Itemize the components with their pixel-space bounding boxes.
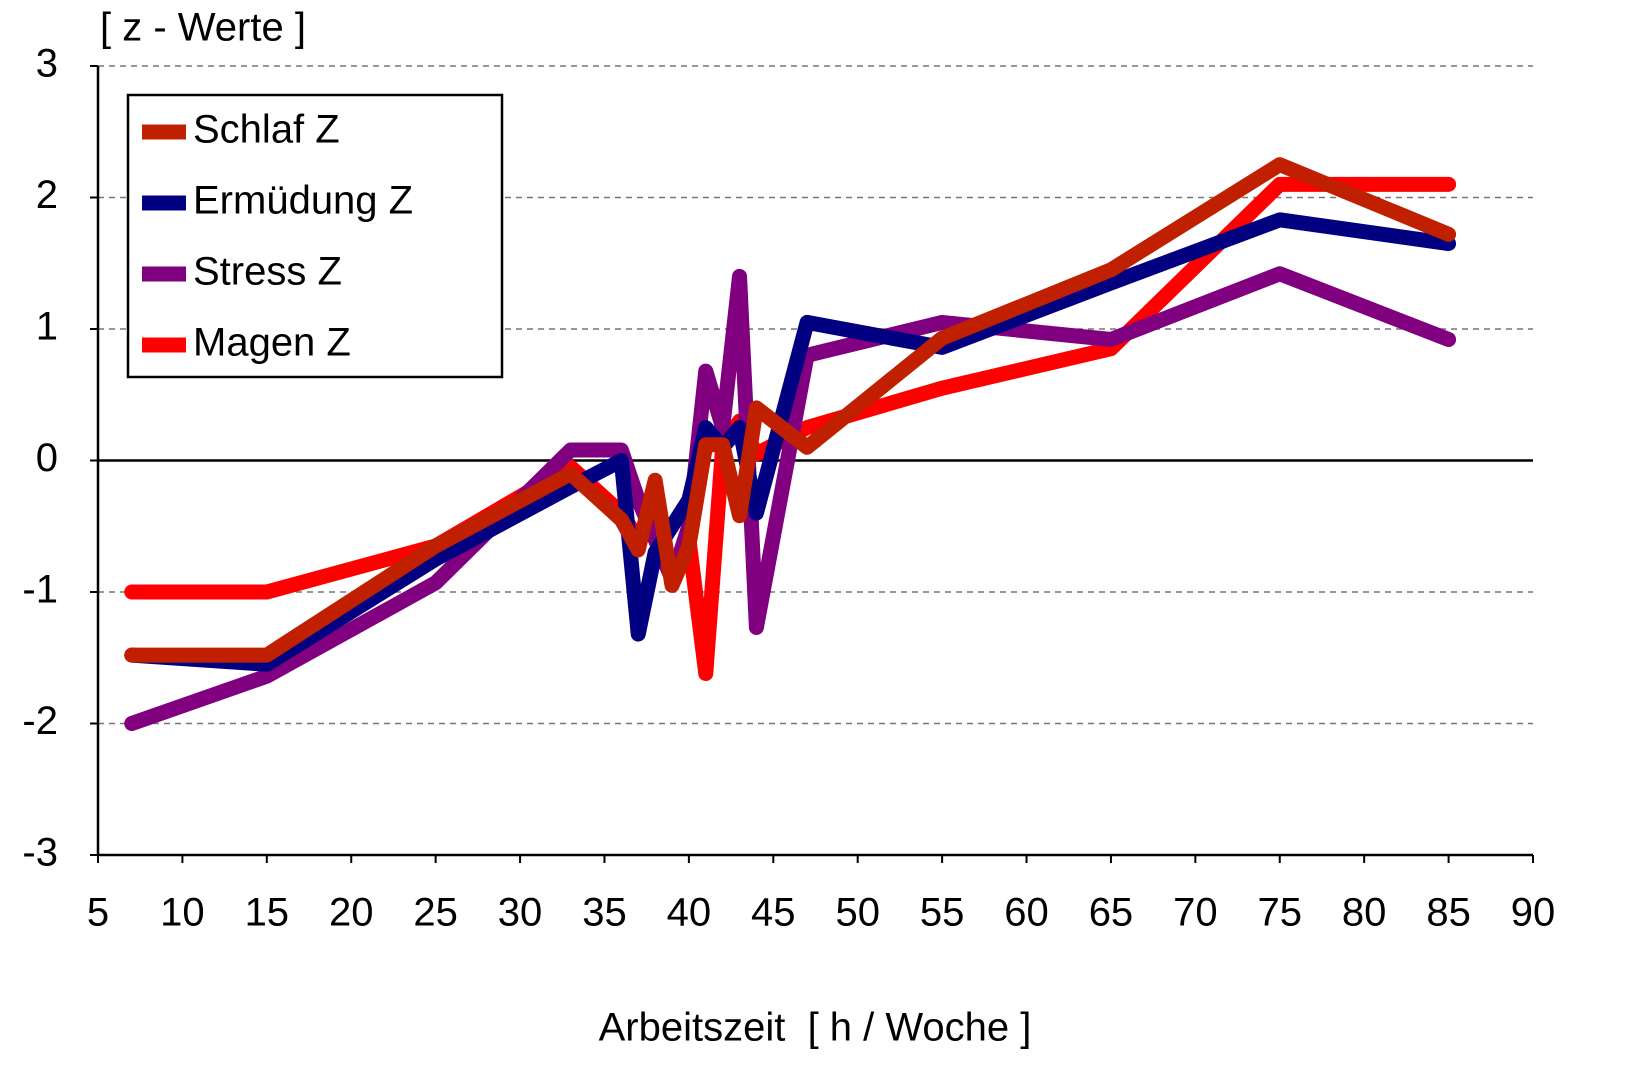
- x-tick-label: 25: [413, 891, 458, 935]
- legend-label: Ermüdung Z: [193, 179, 413, 223]
- x-tick-label: 50: [835, 891, 880, 935]
- x-tick-label: 15: [245, 891, 290, 935]
- x-tick-label: 80: [1342, 891, 1387, 935]
- x-tick-label: 75: [1258, 891, 1303, 935]
- legend-label: Magen Z: [193, 321, 351, 365]
- x-axis-label: Arbeitszeit [ h / Woche ]: [599, 1006, 1032, 1050]
- y-tick-label: -1: [22, 568, 58, 612]
- series-line: [124, 157, 1457, 663]
- x-tick-label: 65: [1089, 891, 1134, 935]
- x-tick-label: 40: [667, 891, 712, 935]
- x-tick-label: 55: [920, 891, 965, 935]
- x-tick-label: 85: [1426, 891, 1471, 935]
- y-tick-label: -3: [22, 831, 58, 875]
- legend: Schlaf Z Ermüdung Z Stress Z Magen Z: [126, 93, 504, 379]
- x-tick-label: 60: [1004, 891, 1049, 935]
- x-tick-label: 70: [1173, 891, 1218, 935]
- x-tick-label: 10: [160, 891, 205, 935]
- x-tick-label: 30: [498, 891, 543, 935]
- y-tick-label: 3: [36, 42, 58, 86]
- legend-label: Stress Z: [193, 250, 342, 294]
- legend-label: Schlaf Z: [193, 108, 340, 152]
- x-tick-label: 5: [87, 891, 109, 935]
- x-tick-label: 90: [1511, 891, 1556, 935]
- x-tick-label: 35: [582, 891, 627, 935]
- y-tick-label: 0: [36, 436, 58, 480]
- y-tick-label: -2: [22, 699, 58, 743]
- x-tick-label: 20: [329, 891, 374, 935]
- legend-box: [126, 93, 504, 379]
- x-tick-label: 45: [751, 891, 796, 935]
- y-axis-label: [ z - Werte ]: [100, 6, 306, 50]
- y-tick-label: 2: [36, 173, 58, 217]
- y-tick-label: 1: [36, 305, 58, 349]
